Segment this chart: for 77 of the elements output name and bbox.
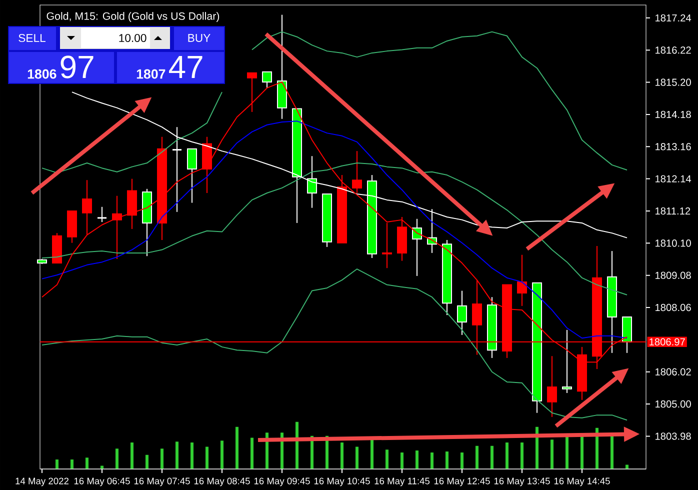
x-tick-label: 16 May 09:45 <box>254 478 310 486</box>
bar <box>296 422 299 470</box>
annotation: 47 <box>169 56 202 78</box>
bar <box>430 452 434 470</box>
candlestick <box>82 180 92 236</box>
x-tick-label: 16 May 08:45 <box>194 478 250 486</box>
y-tick-label: 1815.20 <box>655 78 691 86</box>
candlestick <box>562 329 572 394</box>
x-tick-label: 16 May 13:45 <box>494 478 550 486</box>
text: Gold, M15: Gold (Gold vs US Dollar) <box>46 12 220 22</box>
bar <box>190 442 194 470</box>
y-tick-label: 1813.16 <box>655 143 691 150</box>
annotation: 10.00 <box>119 34 146 42</box>
bar <box>100 466 104 470</box>
bar <box>476 446 479 470</box>
y-tick-label: 1816.22 <box>655 46 691 54</box>
candlestick <box>547 356 558 418</box>
x-tick-label: 16 May 14:45 <box>554 478 610 486</box>
bar <box>206 446 209 470</box>
bar <box>160 448 164 470</box>
y-tick-label: 1817.24 <box>655 14 692 22</box>
y-tick-label: 1808.06 <box>655 304 691 312</box>
annotation: 1806 <box>28 69 56 79</box>
x-tick-label: 14 May 2022 <box>16 478 69 486</box>
ref-line-label: 1806.97 <box>650 338 685 346</box>
bar <box>220 440 224 470</box>
bar <box>386 450 389 470</box>
bar <box>626 464 629 470</box>
bar <box>370 438 374 470</box>
bar <box>356 446 359 470</box>
bar <box>56 460 59 470</box>
candlestick <box>307 156 318 208</box>
y-tick-label: 1814.18 <box>655 110 691 118</box>
candlestick <box>382 222 392 269</box>
bar <box>340 442 344 470</box>
bar <box>446 452 449 470</box>
bar <box>146 454 149 470</box>
bar <box>116 448 119 470</box>
bar <box>86 458 89 470</box>
bar <box>400 452 404 470</box>
bar <box>176 442 179 470</box>
bar <box>580 436 584 470</box>
bar <box>506 442 509 470</box>
x-tick-label: 16 May 12:45 <box>434 478 490 486</box>
candlestick <box>172 126 182 212</box>
annotation: 1807 <box>136 69 166 79</box>
candlestick <box>412 218 422 276</box>
line-series <box>42 268 628 421</box>
y-tick-label: 1810.10 <box>655 240 691 247</box>
candlestick <box>352 150 362 194</box>
bar <box>490 446 494 470</box>
bar <box>416 450 419 470</box>
x-tick-label: 16 May 11:45 <box>374 478 430 486</box>
bar <box>236 426 239 470</box>
y-tick-label: 1805.00 <box>655 400 691 408</box>
y-tick-label: 1811.12 <box>655 207 690 215</box>
annotation: SELL <box>18 34 46 42</box>
candlestick <box>457 290 468 336</box>
annotation: BUY <box>188 34 210 42</box>
candlestick <box>517 254 528 306</box>
x-tick-label: 16 May 10:45 <box>314 478 370 486</box>
bar <box>550 440 554 470</box>
bar <box>130 442 134 470</box>
y-tick-label: 1809.08 <box>655 272 691 279</box>
y-tick-label: 1812.14 <box>655 175 692 182</box>
bar <box>520 442 524 470</box>
bar <box>460 452 464 470</box>
bar <box>250 438 254 470</box>
x-tick-label: 16 May 07:45 <box>134 478 190 486</box>
y-tick-label: 1803.98 <box>655 432 691 440</box>
annotation: 97 <box>60 56 94 78</box>
bar <box>70 460 74 470</box>
candlestick <box>262 71 272 88</box>
candlestick <box>96 206 108 223</box>
candlestick <box>187 148 198 204</box>
x-tick-label: 16 May 06:45 <box>74 478 130 486</box>
y-tick-label: 1806.02 <box>655 368 691 376</box>
